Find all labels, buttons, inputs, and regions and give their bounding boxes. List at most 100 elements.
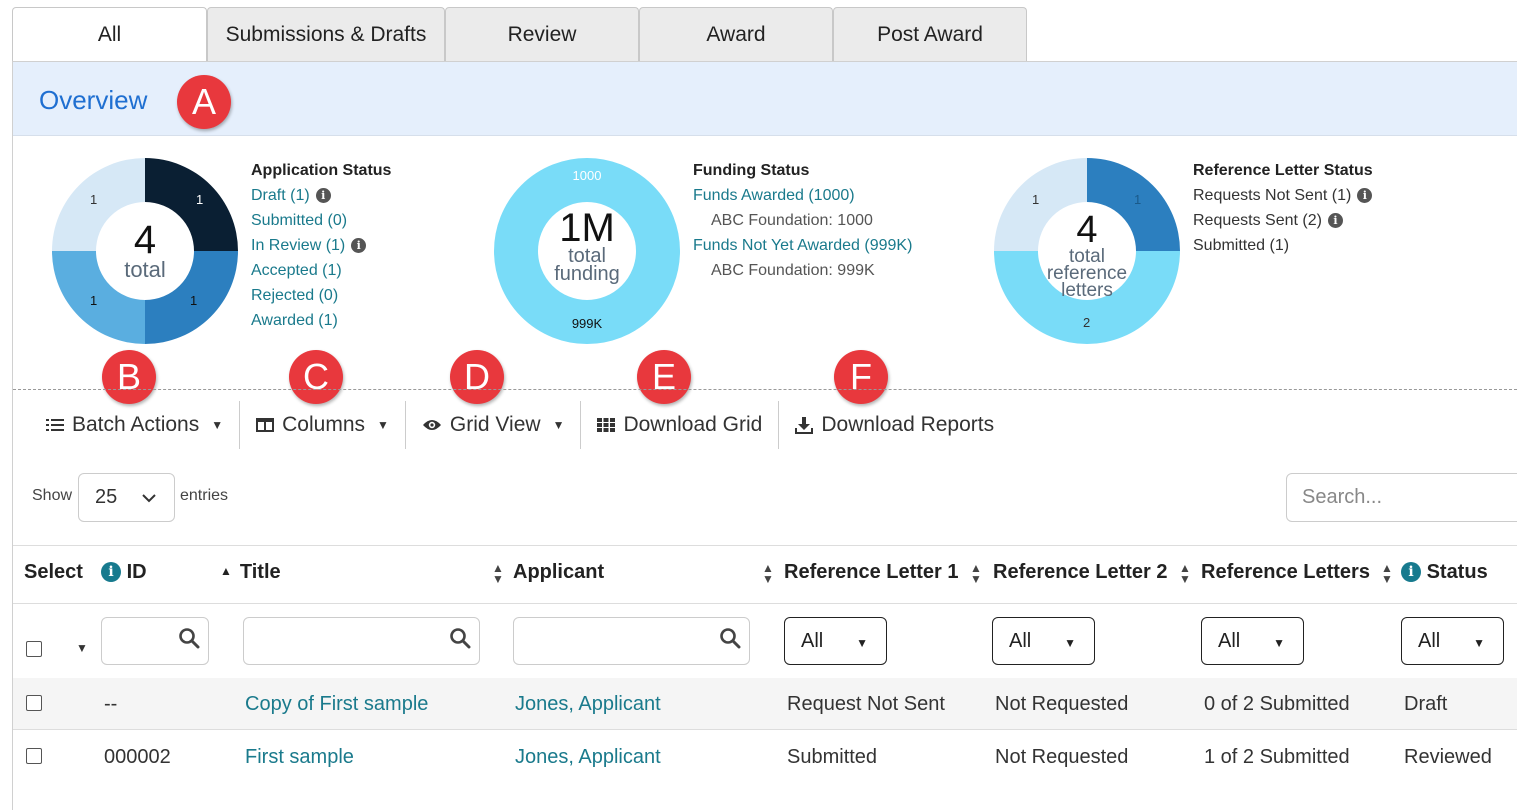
search-input[interactable]: Search... — [1286, 473, 1517, 522]
column-header-reference-letter-2[interactable]: Reference Letter 2 — [993, 561, 1168, 583]
entries-value: 25 — [95, 486, 118, 508]
tab-bar: All Submissions & Drafts Review Award Po… — [12, 7, 1027, 62]
donut-segment-accepted — [52, 251, 145, 344]
status-filter[interactable]: All ▼ — [1401, 617, 1504, 665]
total-label: total — [1069, 246, 1105, 267]
status-link-in-review[interactable]: In Review (1) i — [251, 233, 391, 258]
total-number: 4 — [133, 218, 157, 262]
status-link-draft[interactable]: Draft (1) i — [251, 183, 391, 208]
table-row — [13, 678, 1517, 729]
row-checkbox[interactable] — [26, 695, 42, 711]
funding-total: 1M total funding — [537, 208, 637, 284]
cell-reference-letter-2: Not Requested — [995, 746, 1129, 768]
sort-icon[interactable]: ▲ ▼ — [762, 561, 774, 586]
grid-view-button[interactable]: Grid View ▼ — [406, 400, 581, 450]
status-link-funds-awarded[interactable]: Funds Awarded (1000) — [693, 187, 855, 204]
cell-reference-letter-1: Submitted — [787, 746, 878, 768]
column-header-title[interactable]: ▲ Title — [220, 561, 281, 584]
table-top-border — [13, 545, 1517, 546]
funding-bottom-label: 999K — [572, 316, 603, 331]
status-link-accepted[interactable]: Accepted (1) — [251, 262, 342, 279]
segment-label: 1 — [1134, 192, 1141, 207]
cell-reference-letters: 1 of 2 Submitted — [1204, 746, 1350, 768]
info-icon[interactable]: i — [315, 188, 331, 203]
title-filter-input[interactable] — [243, 617, 480, 665]
column-header-reference-letters[interactable]: Reference Letters — [1201, 561, 1370, 583]
filter-value: All — [1418, 629, 1441, 652]
column-header-reference-letter-1[interactable]: Reference Letter 1 — [784, 561, 959, 583]
column-header-id[interactable]: i ID — [101, 561, 147, 584]
sort-icon[interactable]: ▲ ▼ — [1179, 561, 1191, 586]
donut-segment-not-sent — [1087, 158, 1180, 251]
status-link-awarded[interactable]: Awarded (1) — [251, 312, 338, 329]
cell-title-link[interactable]: Copy of First sample — [245, 693, 429, 715]
funding-status-legend: Funding Status Funds Awarded (1000) ABC … — [693, 158, 912, 283]
batch-actions-label: Batch Actions — [72, 413, 200, 436]
status-link-rejected[interactable]: Rejected (0) — [251, 287, 339, 304]
caret-down-icon: ▼ — [552, 418, 565, 432]
donut-segment-sent — [994, 251, 1180, 344]
callout-d: D — [450, 350, 504, 404]
info-icon[interactable]: i — [101, 562, 121, 582]
cell-applicant-link[interactable]: Jones, Applicant — [515, 746, 661, 768]
chevron-down-icon — [142, 494, 156, 503]
filter-value: All — [1009, 629, 1032, 652]
overview-header — [13, 62, 1517, 136]
application-total: 4 total — [95, 218, 195, 282]
cell-title-link[interactable]: First sample — [245, 746, 354, 768]
download-reports-label: Download Reports — [821, 413, 995, 436]
status-submitted: Submitted (1) — [1193, 237, 1290, 254]
header-bottom-border — [13, 603, 1517, 604]
download-reports-button[interactable]: Download Reports — [779, 400, 1010, 450]
callout-f: F — [834, 350, 888, 404]
row-checkbox[interactable] — [26, 748, 42, 764]
eye-icon — [422, 420, 441, 430]
cell-applicant-link[interactable]: Jones, Applicant — [515, 693, 661, 715]
show-label: Show — [32, 487, 73, 504]
download-icon — [795, 417, 814, 434]
cell-reference-letters: 0 of 2 Submitted — [1204, 693, 1350, 715]
tab-submissions-drafts[interactable]: Submissions & Drafts — [207, 7, 445, 62]
total-label: total — [124, 257, 166, 282]
reference-letter-1-filter[interactable]: All ▼ — [784, 617, 887, 665]
tab-review[interactable]: Review — [445, 7, 639, 62]
column-header-applicant[interactable]: Applicant — [513, 561, 605, 583]
column-header-select: Select — [24, 561, 83, 583]
download-grid-label: Download Grid — [623, 413, 763, 436]
callout-b: B — [102, 350, 156, 404]
batch-actions-button[interactable]: Batch Actions ▼ — [30, 400, 239, 450]
total-label: total — [568, 245, 606, 267]
select-all-checkbox[interactable] — [26, 641, 42, 657]
info-icon[interactable]: i — [1401, 562, 1421, 582]
id-filter-input[interactable] — [101, 617, 209, 665]
search-icon — [450, 628, 471, 649]
tab-all[interactable]: All — [12, 7, 207, 62]
entries-select[interactable]: 25 — [78, 473, 175, 522]
download-grid-button[interactable]: Download Grid — [581, 400, 778, 450]
column-header-status[interactable]: i Status — [1401, 561, 1488, 584]
columns-button[interactable]: Columns ▼ — [240, 400, 405, 450]
info-icon[interactable]: i — [1357, 188, 1373, 203]
column-header-label: Title — [239, 561, 281, 583]
total-label: letters — [1061, 280, 1113, 301]
cell-id: -- — [104, 693, 118, 715]
donut-segment-draft — [145, 158, 238, 251]
info-icon[interactable]: i — [351, 238, 367, 253]
select-dropdown-caret-icon[interactable]: ▼ — [76, 641, 88, 655]
sort-icon[interactable]: ▲ ▼ — [492, 561, 504, 586]
status-link-funds-not-awarded[interactable]: Funds Not Yet Awarded (999K) — [693, 237, 913, 254]
status-link-submitted[interactable]: Submitted (0) — [251, 212, 348, 229]
filter-value: All — [1218, 629, 1241, 652]
sort-icon[interactable]: ▲ ▼ — [1381, 561, 1393, 586]
tab-award[interactable]: Award — [639, 7, 833, 62]
segment-label: 1 — [196, 192, 203, 207]
cell-reference-letter-2: Not Requested — [995, 693, 1129, 715]
applicant-filter-input[interactable] — [513, 617, 750, 665]
tab-post-award[interactable]: Post Award — [833, 7, 1027, 62]
info-icon[interactable]: i — [1327, 213, 1343, 228]
column-header-label: Status — [1426, 561, 1488, 583]
callout-c: C — [289, 350, 343, 404]
sort-icon[interactable]: ▲ ▼ — [970, 561, 982, 586]
reference-letters-filter[interactable]: All ▼ — [1201, 617, 1304, 665]
reference-letter-2-filter[interactable]: All ▼ — [992, 617, 1095, 665]
